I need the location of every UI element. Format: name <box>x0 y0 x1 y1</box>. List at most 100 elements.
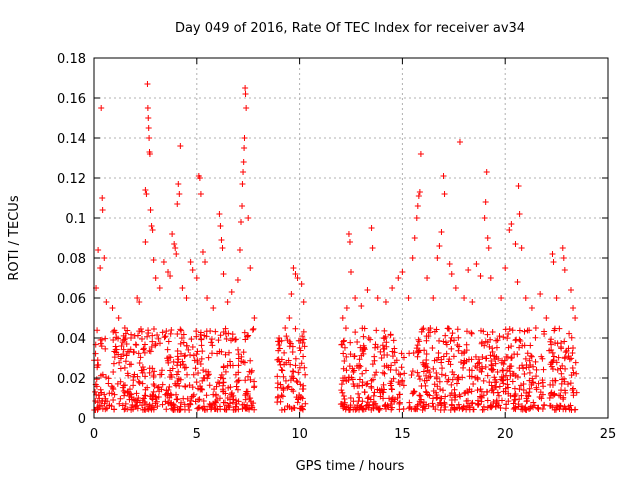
data-point <box>406 399 413 406</box>
data-point <box>411 388 418 395</box>
data-point <box>512 241 519 247</box>
data-point <box>228 337 235 344</box>
data-point <box>455 347 462 354</box>
data-point <box>117 365 124 372</box>
data-point <box>463 328 470 335</box>
data-point <box>479 353 486 360</box>
data-point <box>177 376 184 383</box>
data-point <box>242 396 249 403</box>
data-point <box>137 326 144 333</box>
data-point <box>165 269 172 275</box>
data-point <box>119 339 126 346</box>
data-point <box>338 381 345 388</box>
data-point <box>450 371 457 378</box>
data-point <box>279 393 286 400</box>
data-point <box>204 295 211 301</box>
data-point <box>350 368 357 375</box>
data-point <box>400 382 407 389</box>
data-point <box>153 394 160 401</box>
data-point <box>340 338 347 345</box>
data-point <box>341 337 348 344</box>
data-point <box>239 203 246 209</box>
data-point <box>154 332 161 339</box>
data-point <box>381 327 388 334</box>
data-point <box>483 388 490 395</box>
data-point <box>494 368 501 375</box>
data-point <box>507 392 514 399</box>
data-point <box>433 373 440 380</box>
data-point <box>395 275 402 281</box>
data-point <box>141 349 148 356</box>
data-point <box>356 406 363 413</box>
data-point <box>139 363 146 370</box>
data-point <box>396 399 403 406</box>
data-point <box>417 392 424 399</box>
data-point <box>135 394 142 401</box>
data-point <box>498 295 505 301</box>
data-point <box>124 348 131 355</box>
data-point <box>297 347 304 354</box>
data-point <box>449 376 456 383</box>
data-point <box>216 380 223 387</box>
data-point <box>416 392 423 399</box>
data-point <box>121 325 128 331</box>
data-point <box>418 328 425 335</box>
data-point <box>528 352 535 359</box>
data-point <box>370 376 377 383</box>
data-point <box>175 356 182 363</box>
data-point <box>488 362 495 369</box>
data-point <box>154 403 161 410</box>
data-point <box>216 348 223 355</box>
data-point <box>351 353 358 360</box>
y-tick-label: 0 <box>78 412 86 427</box>
data-point <box>140 345 147 352</box>
data-point <box>205 372 212 379</box>
data-point <box>126 386 133 393</box>
data-point <box>489 328 496 335</box>
data-point <box>92 398 99 405</box>
data-point <box>478 388 485 395</box>
data-point <box>396 406 403 413</box>
data-point <box>174 201 181 207</box>
data-point <box>358 352 365 359</box>
data-point <box>208 336 215 343</box>
data-point <box>354 339 361 346</box>
data-point <box>156 285 163 291</box>
data-point <box>150 388 157 395</box>
data-point <box>159 329 166 336</box>
data-point <box>416 376 423 383</box>
data-point <box>466 367 473 374</box>
data-point <box>176 191 183 197</box>
data-point <box>290 388 297 395</box>
data-point <box>361 389 368 396</box>
data-point <box>442 393 449 400</box>
data-point <box>163 406 170 413</box>
data-point <box>415 193 422 199</box>
data-point <box>293 377 300 384</box>
data-point <box>152 275 159 281</box>
data-point <box>138 335 145 342</box>
data-point <box>493 337 500 344</box>
data-point <box>388 386 395 393</box>
data-point <box>429 400 436 407</box>
data-point <box>238 353 245 360</box>
data-point <box>519 342 526 349</box>
data-point <box>106 402 113 409</box>
data-point <box>409 255 416 261</box>
data-point <box>249 404 256 411</box>
data-point <box>148 405 155 412</box>
data-point <box>505 330 512 337</box>
data-point <box>111 327 118 334</box>
data-point <box>548 336 555 343</box>
data-point <box>159 381 166 388</box>
data-point <box>420 325 427 332</box>
data-point <box>183 364 190 371</box>
data-point <box>224 395 231 402</box>
data-point <box>298 281 305 287</box>
data-point <box>174 395 181 402</box>
data-point <box>145 330 152 337</box>
data-point <box>226 349 233 356</box>
data-point <box>197 191 204 197</box>
data-point <box>426 369 433 376</box>
